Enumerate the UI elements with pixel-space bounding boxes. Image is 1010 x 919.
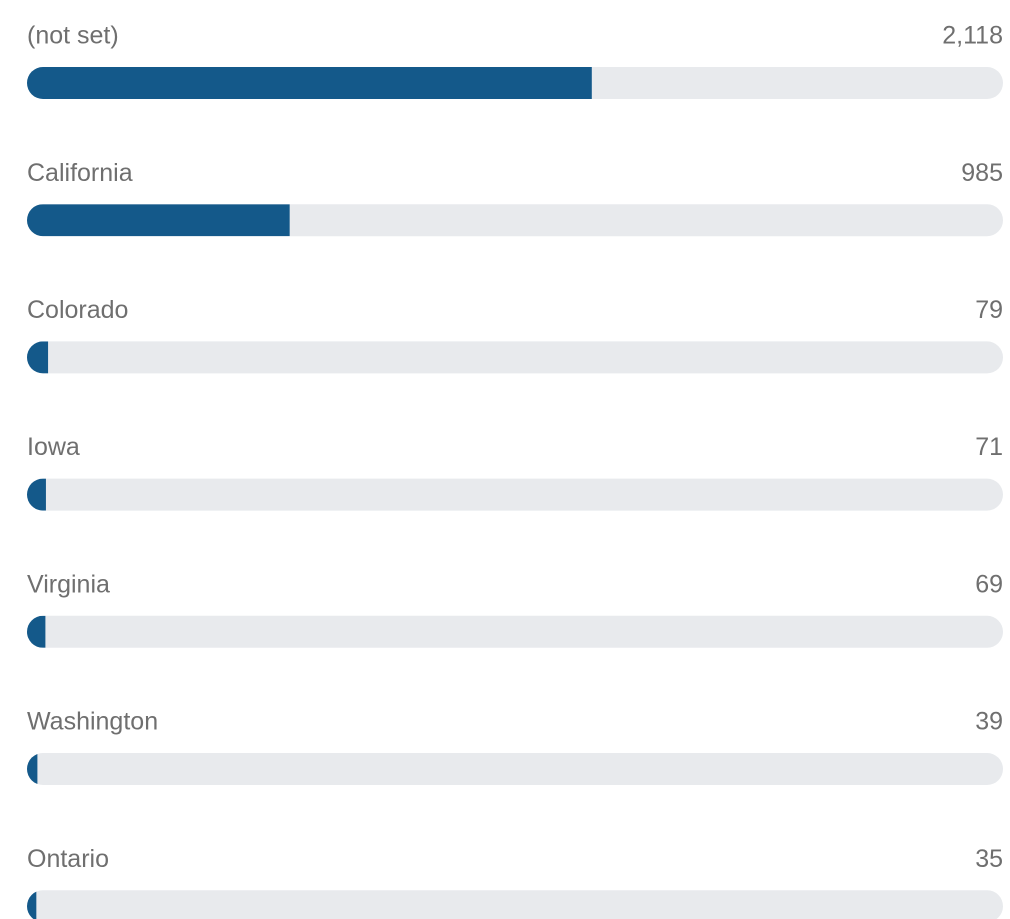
category-label: Colorado <box>27 296 128 324</box>
category-label: (not set) <box>27 22 119 50</box>
bar <box>27 753 38 785</box>
value-label: 2,118 <box>942 22 1003 50</box>
value-label: 71 <box>975 433 1003 461</box>
bar-track <box>27 890 1003 919</box>
value-label: 69 <box>975 570 1003 598</box>
bar <box>27 890 37 919</box>
value-label: 35 <box>975 845 1003 873</box>
bar <box>27 341 49 374</box>
category-label: Ontario <box>27 845 109 873</box>
bar-track <box>27 341 1003 374</box>
bar-track <box>27 615 1003 648</box>
bar-track <box>27 753 1003 785</box>
category-label: California <box>27 159 133 187</box>
value-label: 985 <box>961 159 1003 187</box>
value-label: 39 <box>975 708 1003 736</box>
value-label: 79 <box>975 296 1003 324</box>
bar <box>27 615 46 648</box>
bar <box>27 478 46 511</box>
bar <box>27 204 290 237</box>
category-label: Iowa <box>27 433 80 461</box>
category-label: Washington <box>27 708 158 736</box>
category-label: Virginia <box>27 570 110 598</box>
bar <box>27 67 592 99</box>
bar-track <box>27 478 1003 511</box>
